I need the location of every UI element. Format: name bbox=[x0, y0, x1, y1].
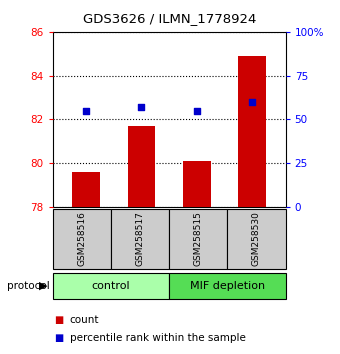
Point bbox=[139, 104, 144, 110]
Text: control: control bbox=[91, 281, 130, 291]
Text: protocol: protocol bbox=[7, 281, 50, 291]
Bar bbox=[238, 56, 266, 207]
Text: ■: ■ bbox=[54, 315, 64, 325]
Text: ▶: ▶ bbox=[39, 281, 48, 291]
Bar bbox=[128, 126, 155, 207]
Point bbox=[194, 108, 200, 114]
Text: count: count bbox=[70, 315, 99, 325]
Point bbox=[83, 108, 89, 114]
Text: GSM258530: GSM258530 bbox=[252, 211, 261, 267]
Text: percentile rank within the sample: percentile rank within the sample bbox=[70, 333, 245, 343]
Text: GSM258516: GSM258516 bbox=[77, 211, 86, 267]
Text: ■: ■ bbox=[54, 333, 64, 343]
Text: GDS3626 / ILMN_1778924: GDS3626 / ILMN_1778924 bbox=[83, 12, 257, 25]
Point bbox=[250, 99, 255, 105]
Bar bbox=[183, 161, 211, 207]
Bar bbox=[72, 172, 100, 207]
Text: GSM258515: GSM258515 bbox=[194, 211, 203, 267]
Text: MIF depletion: MIF depletion bbox=[190, 281, 265, 291]
Text: GSM258517: GSM258517 bbox=[136, 211, 144, 267]
